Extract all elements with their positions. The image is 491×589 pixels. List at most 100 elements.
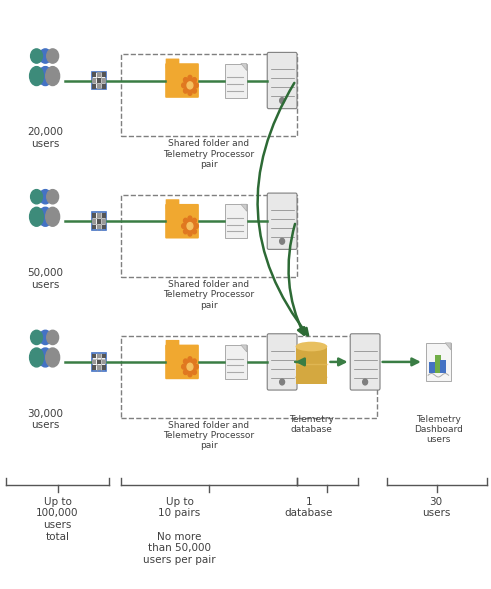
- Circle shape: [184, 219, 196, 233]
- Bar: [102, 72, 106, 77]
- FancyBboxPatch shape: [165, 199, 179, 209]
- Circle shape: [192, 370, 196, 375]
- Ellipse shape: [29, 348, 44, 367]
- Circle shape: [184, 88, 188, 93]
- Text: Shared folder and
Telemetry Processor
pair: Shared folder and Telemetry Processor pa…: [164, 139, 254, 169]
- Circle shape: [47, 49, 58, 63]
- Circle shape: [39, 330, 51, 345]
- Bar: [436, 355, 441, 373]
- Circle shape: [192, 229, 196, 234]
- Circle shape: [280, 98, 285, 104]
- Circle shape: [192, 219, 196, 223]
- Ellipse shape: [29, 207, 44, 226]
- Circle shape: [194, 365, 198, 369]
- Circle shape: [188, 216, 192, 221]
- Bar: [97, 354, 101, 358]
- Bar: [429, 362, 435, 373]
- Circle shape: [194, 224, 198, 229]
- Circle shape: [47, 330, 58, 345]
- Polygon shape: [445, 343, 451, 350]
- Ellipse shape: [38, 207, 52, 226]
- Circle shape: [30, 190, 43, 204]
- Circle shape: [39, 190, 51, 204]
- Circle shape: [184, 219, 188, 223]
- Bar: [92, 354, 96, 358]
- Bar: [97, 213, 101, 218]
- Circle shape: [192, 359, 196, 364]
- Text: Telemetry
Dashboard
users: Telemetry Dashboard users: [414, 415, 463, 445]
- FancyBboxPatch shape: [165, 340, 179, 350]
- FancyBboxPatch shape: [165, 58, 179, 68]
- Ellipse shape: [46, 348, 59, 367]
- FancyBboxPatch shape: [350, 334, 380, 390]
- Circle shape: [182, 224, 186, 229]
- Circle shape: [188, 372, 192, 377]
- Bar: [97, 78, 101, 83]
- Bar: [102, 213, 106, 218]
- Bar: [92, 225, 96, 230]
- FancyBboxPatch shape: [165, 63, 199, 98]
- FancyBboxPatch shape: [267, 334, 297, 390]
- Bar: [92, 365, 96, 370]
- Text: Up to
100,000
users
total: Up to 100,000 users total: [36, 497, 79, 541]
- Ellipse shape: [46, 67, 59, 85]
- FancyBboxPatch shape: [92, 353, 107, 370]
- Circle shape: [194, 83, 198, 88]
- Ellipse shape: [29, 67, 44, 85]
- Circle shape: [187, 82, 193, 89]
- Circle shape: [187, 223, 193, 230]
- Bar: [97, 219, 101, 224]
- Bar: [92, 78, 96, 83]
- FancyBboxPatch shape: [267, 52, 297, 108]
- Circle shape: [30, 330, 43, 345]
- Polygon shape: [241, 204, 246, 211]
- FancyBboxPatch shape: [92, 213, 107, 230]
- Polygon shape: [241, 64, 246, 71]
- Circle shape: [30, 49, 43, 63]
- Bar: [102, 359, 106, 364]
- Text: 30,000
users: 30,000 users: [27, 409, 63, 431]
- Text: 1
database: 1 database: [285, 497, 333, 518]
- Circle shape: [182, 365, 186, 369]
- Circle shape: [192, 78, 196, 82]
- FancyBboxPatch shape: [165, 204, 199, 239]
- Bar: [97, 84, 101, 89]
- Ellipse shape: [296, 342, 327, 352]
- Bar: [97, 72, 101, 77]
- Bar: [102, 365, 106, 370]
- FancyBboxPatch shape: [165, 345, 199, 379]
- Ellipse shape: [46, 207, 59, 226]
- Ellipse shape: [296, 372, 327, 382]
- Circle shape: [184, 229, 188, 234]
- Bar: [97, 225, 101, 230]
- Circle shape: [188, 357, 192, 362]
- Circle shape: [47, 190, 58, 204]
- Circle shape: [192, 88, 196, 93]
- Circle shape: [280, 379, 285, 385]
- Bar: [92, 84, 96, 89]
- Circle shape: [188, 91, 192, 95]
- Circle shape: [280, 239, 285, 244]
- Bar: [92, 72, 96, 77]
- Circle shape: [188, 231, 192, 236]
- Polygon shape: [241, 345, 246, 352]
- Text: Shared folder and
Telemetry Processor
pair: Shared folder and Telemetry Processor pa…: [164, 280, 254, 310]
- Bar: [92, 213, 96, 218]
- Ellipse shape: [38, 67, 52, 85]
- Text: 30
users: 30 users: [422, 497, 450, 518]
- Circle shape: [182, 83, 186, 88]
- Bar: [92, 219, 96, 224]
- Bar: [102, 354, 106, 358]
- Circle shape: [39, 49, 51, 63]
- Circle shape: [184, 78, 196, 92]
- Text: Shared folder and
Telemetry Processor
pair: Shared folder and Telemetry Processor pa…: [164, 421, 254, 451]
- Text: 20,000
users: 20,000 users: [27, 127, 63, 149]
- Bar: [102, 225, 106, 230]
- FancyBboxPatch shape: [92, 72, 107, 90]
- FancyBboxPatch shape: [225, 345, 246, 379]
- Bar: [92, 359, 96, 364]
- Ellipse shape: [38, 348, 52, 367]
- Bar: [102, 219, 106, 224]
- Text: Telemetry
database: Telemetry database: [289, 415, 334, 434]
- Circle shape: [188, 75, 192, 80]
